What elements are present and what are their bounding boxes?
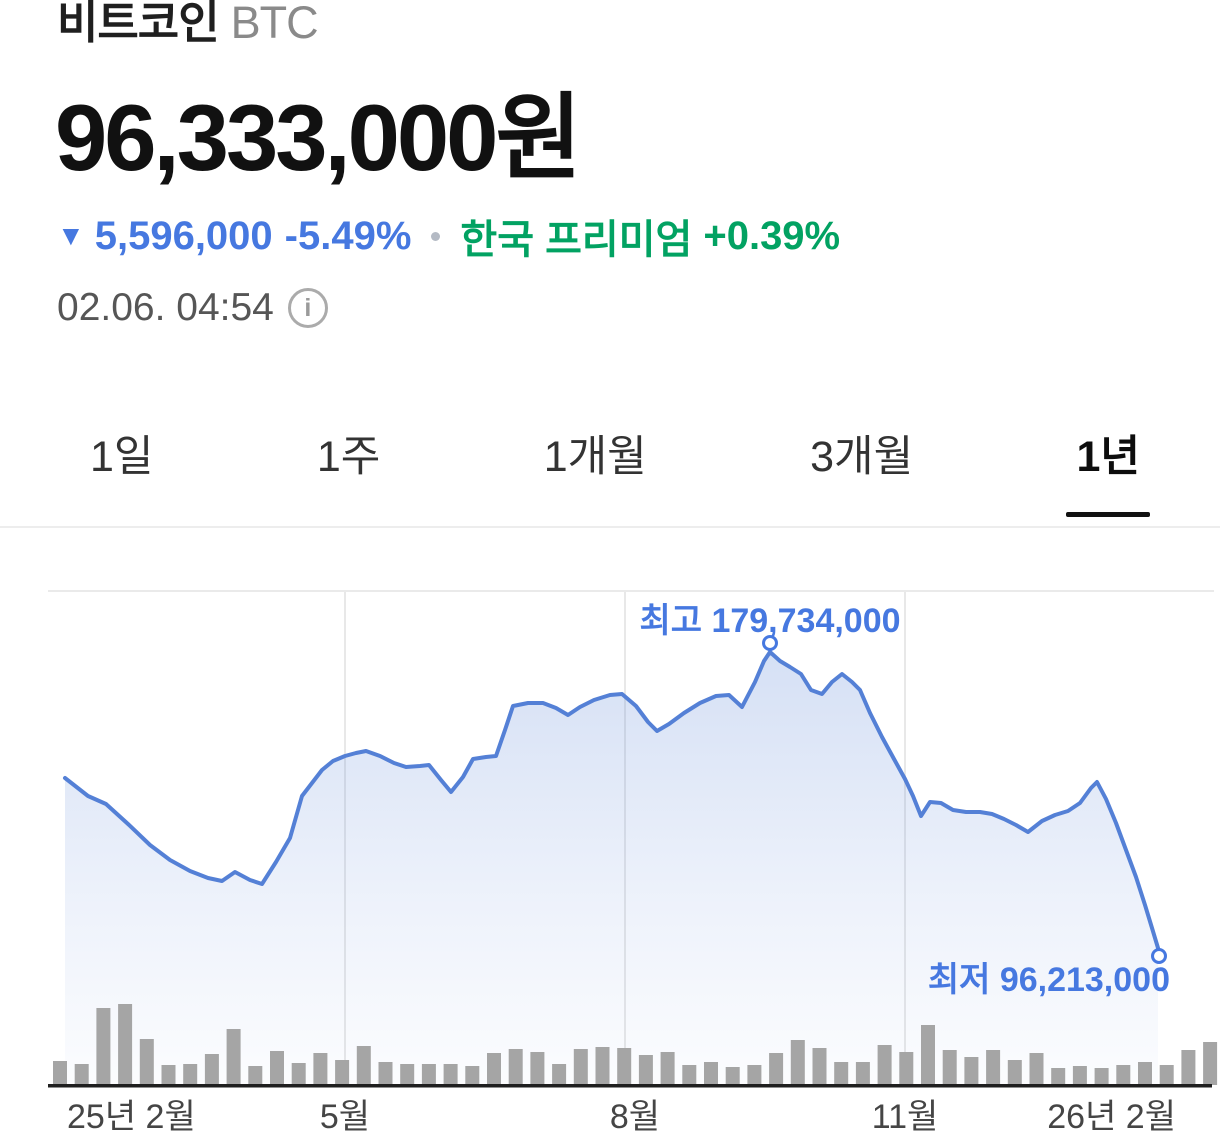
price-change-row: ▼ 5,596,000 -5.49% 한국 프리미엄 +0.39%	[57, 207, 840, 265]
x-label-nov: 11월	[872, 1098, 939, 1136]
x-label-feb26: 26년 2월	[1047, 1098, 1176, 1136]
tab-1year[interactable]: 1년	[1066, 428, 1151, 517]
chart-dynamic-layer	[48, 590, 1218, 1088]
down-arrow-icon: ▼	[57, 220, 85, 251]
x-label-aug: 8월	[610, 1098, 660, 1136]
tab-1week[interactable]: 1주	[316, 433, 381, 481]
tab-1year-label: 1년	[1076, 433, 1140, 481]
currency-suffix: 원	[495, 85, 581, 190]
change-amount: 5,596,000	[94, 213, 273, 258]
tabs-separator	[0, 526, 1220, 528]
price-chart[interactable]: 최고 179,734,000 최저 96,213,000 25년 2월 5월 8…	[0, 560, 1220, 1146]
korea-premium-label: 한국 프리미엄	[460, 218, 693, 262]
dot-separator	[431, 231, 441, 241]
coin-symbol: BTC	[230, 0, 319, 48]
info-icon[interactable]: i	[287, 288, 328, 328]
high-annotation: 최고 179,734,000	[639, 602, 900, 640]
timestamp: 02.06. 04:54	[57, 286, 274, 329]
tab-1day[interactable]: 1일	[90, 433, 154, 481]
x-label-feb25: 25년 2월	[67, 1098, 196, 1136]
page-title: 비트코인 BTC	[57, 0, 319, 51]
current-price: 96,333,000원	[55, 62, 582, 198]
change-percent: -5.49%	[284, 213, 412, 258]
price-value: 96,333,000	[55, 85, 498, 190]
active-tab-underline	[1066, 512, 1151, 517]
korea-premium-value: +0.39%	[703, 213, 841, 258]
low-annotation: 최저 96,213,000	[928, 961, 1170, 999]
coin-name: 비트코인	[57, 0, 220, 48]
period-tab-bar: 1일 1주 1개월 3개월 1년	[0, 428, 1220, 517]
tab-1month[interactable]: 1개월	[543, 433, 647, 481]
timestamp-row: 02.06. 04:54 i	[57, 286, 328, 330]
x-label-may: 5월	[320, 1098, 370, 1136]
tab-3months[interactable]: 3개월	[810, 433, 914, 481]
